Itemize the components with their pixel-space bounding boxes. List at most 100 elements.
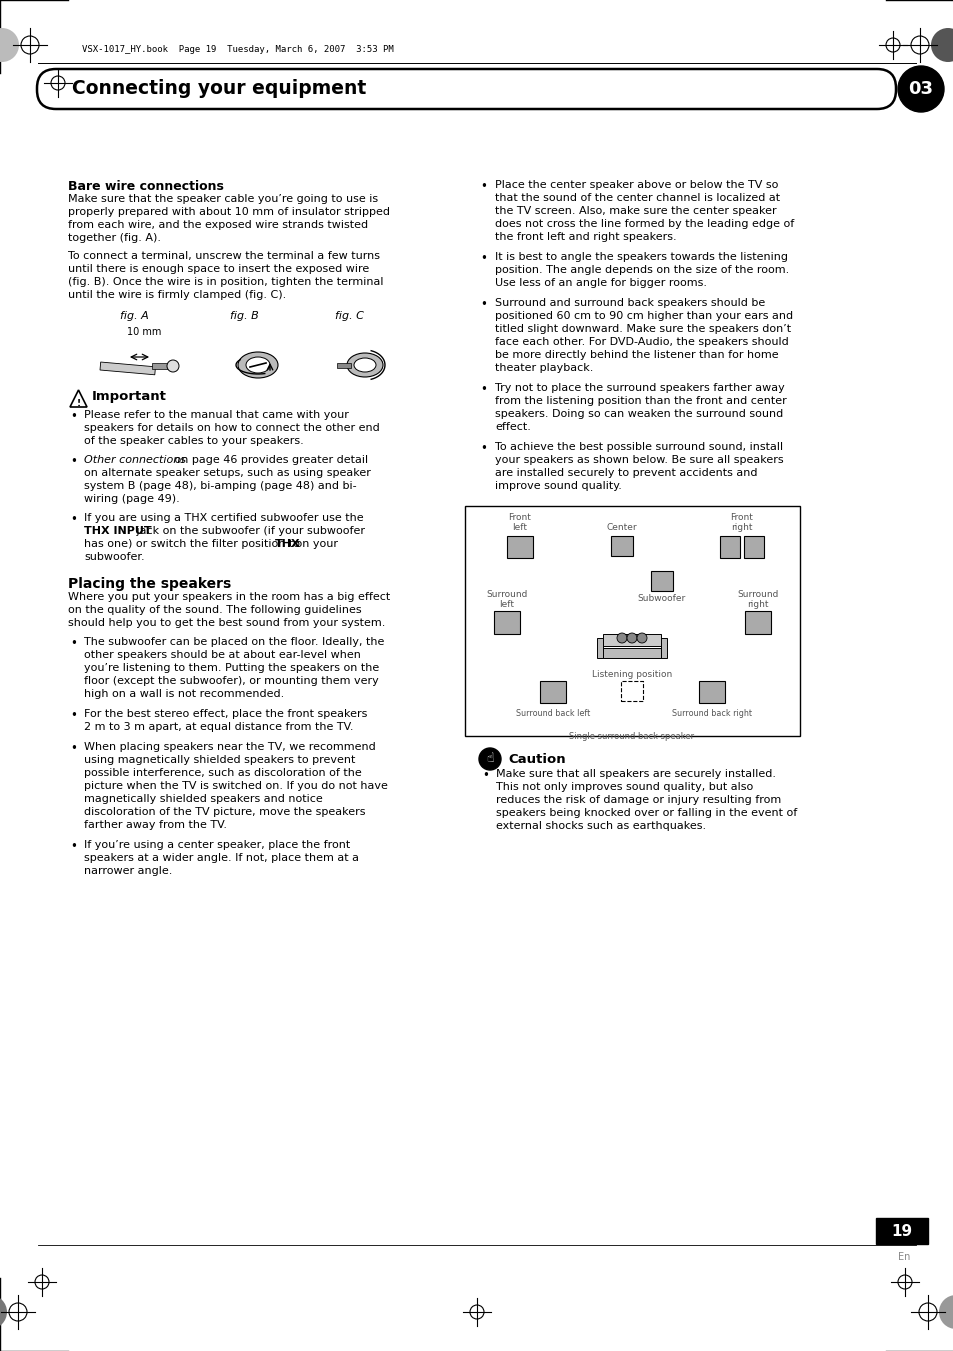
Text: •: • xyxy=(479,442,486,455)
Circle shape xyxy=(897,66,943,112)
Text: •: • xyxy=(479,180,486,193)
Text: possible interference, such as discoloration of the: possible interference, such as discolora… xyxy=(84,767,361,778)
Text: has one) or switch the filter position to: has one) or switch the filter position t… xyxy=(84,539,303,549)
Text: Make sure that all speakers are securely installed.: Make sure that all speakers are securely… xyxy=(496,769,775,780)
Text: Use less of an angle for bigger rooms.: Use less of an angle for bigger rooms. xyxy=(495,278,706,288)
Text: system B (page 48), bi-amping (page 48) and bi-: system B (page 48), bi-amping (page 48) … xyxy=(84,481,356,490)
Text: speakers being knocked over or falling in the event of: speakers being knocked over or falling i… xyxy=(496,808,797,817)
Bar xyxy=(650,571,672,590)
Bar xyxy=(610,536,633,557)
Circle shape xyxy=(637,634,646,643)
Text: on the quality of the sound. The following guidelines: on the quality of the sound. The followi… xyxy=(68,605,361,615)
Text: magnetically shielded speakers and notice: magnetically shielded speakers and notic… xyxy=(84,794,322,804)
Text: (fig. B). Once the wire is in position, tighten the terminal: (fig. B). Once the wire is in position, … xyxy=(68,277,383,286)
Text: that the sound of the center channel is localized at: that the sound of the center channel is … xyxy=(495,193,780,203)
Text: Important: Important xyxy=(91,390,167,403)
Text: •: • xyxy=(70,409,77,423)
Bar xyxy=(602,648,660,658)
Text: external shocks such as earthquakes.: external shocks such as earthquakes. xyxy=(496,821,705,831)
Bar xyxy=(875,1219,927,1244)
Text: narrower angle.: narrower angle. xyxy=(84,866,172,875)
Text: until the wire is firmly clamped (fig. C).: until the wire is firmly clamped (fig. C… xyxy=(68,290,286,300)
Ellipse shape xyxy=(237,353,277,378)
Text: together (fig. A).: together (fig. A). xyxy=(68,232,161,243)
Text: Surround back left: Surround back left xyxy=(516,709,590,717)
Text: •: • xyxy=(479,299,486,311)
Text: THX INPUT: THX INPUT xyxy=(84,526,152,536)
Text: •: • xyxy=(70,455,77,467)
Text: Surround back right: Surround back right xyxy=(671,709,751,717)
Bar xyxy=(494,611,519,634)
Text: effect.: effect. xyxy=(495,422,530,432)
Circle shape xyxy=(0,28,19,62)
Text: !: ! xyxy=(76,399,80,408)
Text: fig. C: fig. C xyxy=(335,311,363,322)
Bar xyxy=(506,536,533,558)
Text: titled slight downward. Make sure the speakers don’t: titled slight downward. Make sure the sp… xyxy=(495,324,790,334)
Text: Single surround back speaker: Single surround back speaker xyxy=(569,732,694,740)
Text: the front left and right speakers.: the front left and right speakers. xyxy=(495,232,676,242)
Text: speakers for details on how to connect the other end: speakers for details on how to connect t… xyxy=(84,423,379,434)
Text: subwoofer.: subwoofer. xyxy=(84,553,145,562)
Circle shape xyxy=(626,634,637,643)
Bar xyxy=(720,536,740,558)
Text: from each wire, and the exposed wire strands twisted: from each wire, and the exposed wire str… xyxy=(68,220,368,230)
Text: be more directly behind the listener than for home: be more directly behind the listener tha… xyxy=(495,350,778,359)
Text: 19: 19 xyxy=(890,1224,912,1239)
Text: When placing speakers near the TV, we recommend: When placing speakers near the TV, we re… xyxy=(84,742,375,753)
Ellipse shape xyxy=(354,358,375,372)
Text: Surround
left: Surround left xyxy=(486,589,527,609)
Text: should help you to get the best sound from your system.: should help you to get the best sound fr… xyxy=(68,617,385,628)
Bar xyxy=(539,681,565,703)
Text: until there is enough space to insert the exposed wire: until there is enough space to insert th… xyxy=(68,263,369,274)
Circle shape xyxy=(938,1296,953,1329)
Text: high on a wall is not recommended.: high on a wall is not recommended. xyxy=(84,689,284,698)
Bar xyxy=(464,507,800,736)
Text: from the listening position than the front and center: from the listening position than the fro… xyxy=(495,396,786,407)
Text: speakers. Doing so can weaken the surround sound: speakers. Doing so can weaken the surrou… xyxy=(495,409,782,419)
Bar xyxy=(100,362,155,374)
Text: Connecting your equipment: Connecting your equipment xyxy=(71,80,366,99)
Text: To achieve the best possible surround sound, install: To achieve the best possible surround so… xyxy=(495,442,782,453)
Text: does not cross the line formed by the leading edge of: does not cross the line formed by the le… xyxy=(495,219,794,230)
Text: •: • xyxy=(481,769,488,782)
Text: floor (except the subwoofer), or mounting them very: floor (except the subwoofer), or mountin… xyxy=(84,676,378,686)
Text: Listening position: Listening position xyxy=(591,670,672,680)
Text: If you are using a THX certified subwoofer use the: If you are using a THX certified subwoof… xyxy=(84,513,363,523)
Text: For the best stereo effect, place the front speakers: For the best stereo effect, place the fr… xyxy=(84,709,367,719)
Text: This not only improves sound quality, but also: This not only improves sound quality, bu… xyxy=(496,782,753,792)
Text: Surround and surround back speakers should be: Surround and surround back speakers shou… xyxy=(495,299,764,308)
Text: on your: on your xyxy=(292,539,337,549)
Text: •: • xyxy=(479,253,486,265)
Text: •: • xyxy=(70,840,77,852)
Text: •: • xyxy=(70,709,77,721)
Bar xyxy=(744,611,770,634)
Text: Make sure that the speaker cable you’re going to use is: Make sure that the speaker cable you’re … xyxy=(68,195,377,204)
Bar xyxy=(743,536,763,558)
Text: If you’re using a center speaker, place the front: If you’re using a center speaker, place … xyxy=(84,840,350,850)
Circle shape xyxy=(617,634,626,643)
Text: farther away from the TV.: farther away from the TV. xyxy=(84,820,227,830)
Text: VSX-1017_HY.book  Page 19  Tuesday, March 6, 2007  3:53 PM: VSX-1017_HY.book Page 19 Tuesday, March … xyxy=(82,46,394,54)
Text: It is best to angle the speakers towards the listening: It is best to angle the speakers towards… xyxy=(495,253,787,262)
Text: Subwoofer: Subwoofer xyxy=(638,594,685,603)
FancyBboxPatch shape xyxy=(37,69,895,109)
Ellipse shape xyxy=(347,353,382,377)
Text: fig. A: fig. A xyxy=(120,311,149,322)
Circle shape xyxy=(0,1296,7,1329)
Text: •: • xyxy=(70,742,77,755)
Text: Bare wire connections: Bare wire connections xyxy=(68,180,224,193)
Circle shape xyxy=(930,28,953,62)
Bar xyxy=(602,634,660,646)
Text: improve sound quality.: improve sound quality. xyxy=(495,481,621,490)
Text: •: • xyxy=(70,513,77,526)
Text: Front
left: Front left xyxy=(508,512,531,532)
Text: the TV screen. Also, make sure the center speaker: the TV screen. Also, make sure the cente… xyxy=(495,205,776,216)
Bar xyxy=(597,638,602,658)
Text: To connect a terminal, unscrew the terminal a few turns: To connect a terminal, unscrew the termi… xyxy=(68,251,379,261)
Text: •: • xyxy=(70,638,77,650)
Text: properly prepared with about 10 mm of insulator stripped: properly prepared with about 10 mm of in… xyxy=(68,207,390,218)
Bar xyxy=(660,638,666,658)
Text: Try not to place the surround speakers farther away: Try not to place the surround speakers f… xyxy=(495,382,784,393)
Text: position. The angle depends on the size of the room.: position. The angle depends on the size … xyxy=(495,265,788,276)
